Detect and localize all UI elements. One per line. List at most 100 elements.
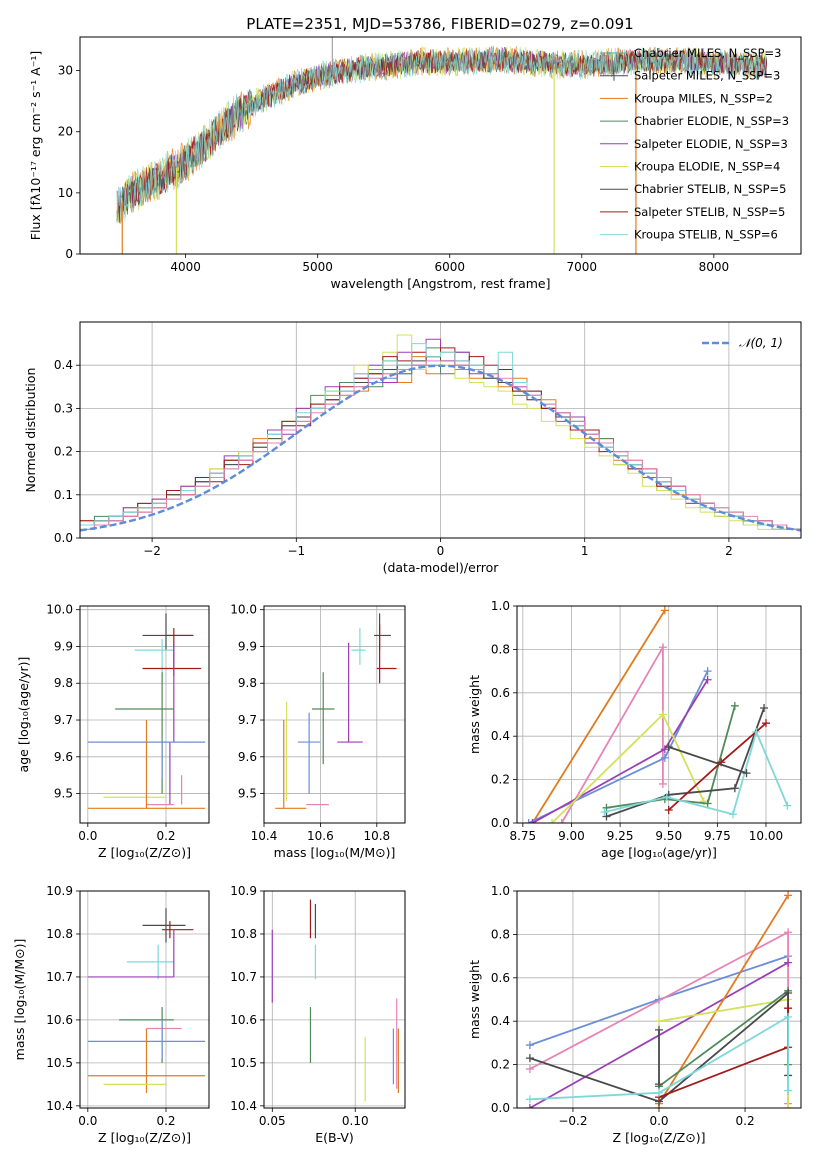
x-tick-label: 10.8 bbox=[363, 829, 390, 843]
weight-marker bbox=[784, 928, 793, 937]
plot-area bbox=[524, 606, 792, 823]
y-tick-label: 10.8 bbox=[46, 927, 73, 941]
y-tick-label: 0 bbox=[65, 247, 73, 261]
plot-area bbox=[275, 613, 397, 809]
legend-label: Chabrier ELODIE, N_SSP=3 bbox=[634, 114, 789, 128]
y-tick-label: 0.0 bbox=[491, 816, 510, 830]
y-tick-label: 10.5 bbox=[230, 1056, 257, 1070]
y-tick-label: 1.0 bbox=[491, 599, 510, 613]
y-tick-label: 1.0 bbox=[491, 884, 510, 898]
plot-frame bbox=[263, 890, 406, 1109]
x-tick-label: 9.00 bbox=[558, 829, 585, 843]
weight-vs-age-panel: 8.75 9.00 9.25 9.50 9.75 10.00 0.0 0.2 0.4 0.6 0.8… bbox=[467, 599, 802, 860]
y-tick-label: 0.6 bbox=[491, 686, 510, 700]
x-axis-label: Z [log₁₀(Z/Z⊙)] bbox=[98, 845, 191, 860]
weight-marker bbox=[525, 1104, 534, 1108]
weight-marker bbox=[703, 667, 712, 676]
x-tick-label: 0.2 bbox=[736, 1114, 755, 1128]
mass-vs-ebv-panel: 0.05 0.10 10.4 10.5 10.6 10.7 10.8 10.9 E(B-V) bbox=[230, 884, 406, 1145]
y-tick-label: 9.7 bbox=[54, 713, 73, 727]
age-vs-mass-panel: 10.4 10.6 10.8 9.5 9.6 9.7 9.8 9.9 10.0 mass [log… bbox=[230, 603, 406, 860]
y-tick-label: 0.4 bbox=[54, 358, 73, 372]
y-tick-label: 0.8 bbox=[491, 927, 510, 941]
y-tick-label: 10.7 bbox=[230, 970, 257, 984]
y-tick-label: 10.4 bbox=[46, 1099, 73, 1113]
legend-label: 𝒩(0, 1) bbox=[739, 336, 783, 350]
y-axis-label: mass weight bbox=[467, 960, 482, 1039]
plot-frame bbox=[79, 890, 210, 1109]
legend-label: Kroupa ELODIE, N_SSP=4 bbox=[634, 160, 780, 174]
x-axis-label: Z [log₁₀(Z/Z⊙)] bbox=[613, 1130, 706, 1145]
y-tick-label: 0.2 bbox=[491, 1058, 510, 1072]
weight-marker bbox=[600, 808, 609, 817]
y-tick-label: 10.5 bbox=[46, 1056, 73, 1070]
x-tick-label: 9.50 bbox=[655, 829, 682, 843]
weight-marker bbox=[660, 606, 669, 615]
y-tick-label: 0.3 bbox=[54, 401, 73, 415]
y-axis-label: age [log₁₀(age/yr)] bbox=[16, 657, 31, 773]
weight-marker bbox=[784, 1012, 793, 1021]
x-axis-label: Z [log₁₀(Z/Z⊙)] bbox=[98, 1130, 191, 1145]
age-vs-metallicity-panel: 0.0 0.2 9.5 9.6 9.7 9.8 9.9 10.0 Z [log₁₀(Z/Z⊙)]… bbox=[16, 603, 210, 860]
residual-histogram-panel: −2 −1 0 1 2 0.0 0.1 0.2 0.3 0.4 (data-model)/error… bbox=[23, 321, 802, 575]
y-tick-label: 0.8 bbox=[491, 642, 510, 656]
x-tick-label: 0.05 bbox=[259, 1114, 286, 1128]
x-tick-label: −1 bbox=[287, 544, 305, 558]
y-tick-label: 0.1 bbox=[54, 488, 73, 502]
weight-marker bbox=[525, 1041, 534, 1050]
weight-marker bbox=[655, 1088, 663, 1097]
x-tick-label: −0.2 bbox=[558, 1114, 587, 1128]
y-tick-label: 10 bbox=[58, 186, 73, 200]
y-tick-label: 9.6 bbox=[238, 750, 257, 764]
y-tick-label: 10.4 bbox=[230, 1099, 257, 1113]
plot-frame bbox=[79, 36, 802, 255]
y-tick-label: 9.8 bbox=[238, 676, 257, 690]
y-tick-label: 9.7 bbox=[238, 713, 257, 727]
x-tick-label: 1 bbox=[581, 544, 589, 558]
y-tick-label: 9.8 bbox=[54, 676, 73, 690]
y-tick-label: 10.8 bbox=[230, 927, 257, 941]
weight-marker bbox=[660, 753, 669, 762]
x-tick-label: 0.0 bbox=[649, 1114, 668, 1128]
weight-marker bbox=[730, 784, 739, 793]
weight-marker bbox=[655, 1025, 663, 1034]
weight-marker bbox=[728, 810, 737, 819]
x-tick-label: 0.2 bbox=[156, 829, 175, 843]
weight-marker bbox=[784, 1004, 793, 1013]
weight-line-5 bbox=[606, 705, 736, 809]
x-tick-label: 6000 bbox=[434, 260, 465, 274]
x-tick-label: 10.00 bbox=[749, 829, 783, 843]
y-axis-label: mass weight bbox=[467, 675, 482, 754]
x-tick-label: 10.6 bbox=[307, 829, 334, 843]
weight-marker bbox=[784, 988, 793, 997]
weight-marker bbox=[760, 703, 769, 712]
weight-marker bbox=[784, 1104, 793, 1108]
x-tick-label: 0 bbox=[437, 544, 445, 558]
plot-area bbox=[87, 613, 206, 809]
x-tick-label: 5000 bbox=[302, 260, 333, 274]
x-tick-label: 0.0 bbox=[78, 829, 97, 843]
plot-area bbox=[525, 891, 793, 1108]
y-tick-label: 10.9 bbox=[46, 884, 73, 898]
y-tick-label: 10.0 bbox=[230, 603, 257, 617]
weight-marker bbox=[784, 958, 793, 967]
y-tick-label: 9.9 bbox=[54, 639, 73, 653]
y-tick-label: 9.6 bbox=[54, 750, 73, 764]
x-tick-label: 8.75 bbox=[509, 829, 536, 843]
y-axis-label: mass [log₁₀(M/M⊙)] bbox=[12, 939, 27, 1061]
legend-label: Kroupa STELIB, N_SSP=6 bbox=[634, 228, 778, 242]
x-axis-label: mass [log₁₀(M/M⊙)] bbox=[274, 845, 396, 860]
weight-marker bbox=[658, 643, 667, 652]
weight-marker bbox=[662, 792, 671, 801]
weight-marker bbox=[557, 819, 566, 823]
histogram-8 bbox=[80, 360, 801, 538]
mass-vs-metallicity-panel: 0.0 0.2 10.4 10.5 10.6 10.7 10.8 10.9 Z [log₁₀(Z… bbox=[12, 884, 210, 1145]
legend-label: Salpeter STELIB, N_SSP=5 bbox=[634, 205, 785, 219]
x-axis-label: age [log₁₀(age/yr)] bbox=[601, 845, 717, 860]
legend-label: Kroupa MILES, N_SSP=2 bbox=[634, 91, 773, 105]
legend-label: Chabrier STELIB, N_SSP=5 bbox=[634, 182, 786, 196]
legend-label: Chabrier MILES, N_SSP=3 bbox=[634, 46, 781, 60]
plot-frame bbox=[516, 605, 802, 824]
y-tick-label: 10.0 bbox=[46, 603, 73, 617]
weight-marker bbox=[761, 719, 770, 728]
